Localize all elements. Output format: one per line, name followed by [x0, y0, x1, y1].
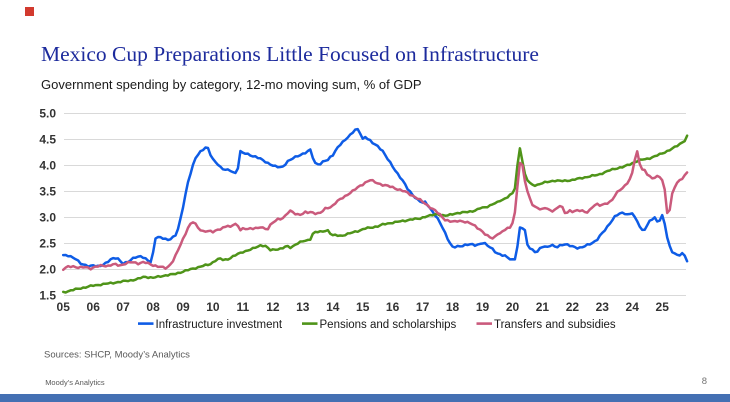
svg-text:4.5: 4.5 — [39, 133, 56, 147]
svg-text:17: 17 — [416, 300, 430, 314]
svg-text:08: 08 — [146, 300, 160, 314]
svg-text:20: 20 — [506, 300, 520, 314]
svg-text:19: 19 — [476, 300, 490, 314]
svg-text:5.0: 5.0 — [39, 107, 56, 121]
svg-text:13: 13 — [296, 300, 310, 314]
svg-text:Transfers and subsidies: Transfers and subsidies — [494, 319, 616, 331]
svg-text:15: 15 — [356, 300, 370, 314]
svg-text:07: 07 — [116, 300, 130, 314]
svg-text:14: 14 — [326, 300, 340, 314]
svg-text:Sources: SHCP, Moody’s Analyti: Sources: SHCP, Moody’s Analytics — [44, 350, 190, 361]
svg-text:18: 18 — [446, 300, 460, 314]
svg-text:2.0: 2.0 — [39, 263, 56, 277]
svg-text:4.0: 4.0 — [39, 159, 56, 173]
svg-text:25: 25 — [656, 300, 670, 314]
svg-text:16: 16 — [386, 300, 400, 314]
svg-text:1.5: 1.5 — [39, 289, 56, 303]
svg-text:10: 10 — [206, 300, 220, 314]
svg-text:11: 11 — [237, 300, 250, 314]
svg-text:Pensions and scholarships: Pensions and scholarships — [320, 319, 457, 331]
svg-text:Infrastructure investment: Infrastructure investment — [156, 319, 283, 331]
svg-text:12: 12 — [266, 300, 280, 314]
svg-text:21: 21 — [536, 300, 550, 314]
svg-text:24: 24 — [626, 300, 640, 314]
svg-text:2.5: 2.5 — [39, 237, 56, 251]
svg-text:06: 06 — [87, 300, 101, 314]
svg-text:3.0: 3.0 — [39, 211, 56, 225]
svg-text:09: 09 — [176, 300, 190, 314]
svg-text:05: 05 — [57, 300, 71, 314]
svg-text:23: 23 — [596, 300, 610, 314]
svg-text:Moody’s Analytics: Moody’s Analytics — [45, 378, 105, 387]
svg-text:22: 22 — [566, 300, 580, 314]
svg-text:3.5: 3.5 — [39, 185, 56, 199]
svg-text:8: 8 — [702, 376, 707, 387]
